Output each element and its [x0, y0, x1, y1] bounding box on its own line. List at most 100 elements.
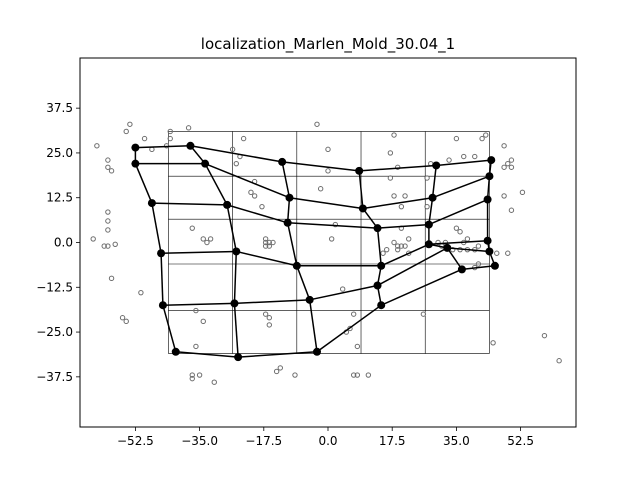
x-tick-label: −35.0 — [181, 434, 218, 448]
mesh-node — [373, 224, 382, 233]
mesh-edge — [162, 304, 177, 352]
scatter-point — [475, 261, 482, 267]
scatter-point — [259, 203, 265, 210]
mesh-edge — [362, 196, 433, 210]
scatter-point — [119, 315, 126, 321]
scatter-point — [105, 164, 111, 170]
scatter-point — [207, 236, 214, 242]
mesh-edge — [296, 265, 311, 301]
mesh-node — [131, 143, 140, 152]
scatter-point — [508, 157, 515, 163]
scatter-point — [472, 153, 478, 160]
scatter-point — [325, 146, 331, 153]
scatter-point — [266, 243, 273, 249]
mesh-node — [485, 172, 494, 181]
scatter-point — [508, 164, 515, 170]
scatter-point — [387, 150, 394, 156]
scatter-point — [387, 175, 394, 181]
mesh-edge — [190, 145, 283, 163]
scatter-point — [354, 372, 361, 378]
scatter-point — [328, 236, 335, 242]
mesh-node — [490, 261, 499, 270]
mesh-node — [158, 301, 167, 310]
scatter-point — [266, 322, 273, 328]
scatter-point — [262, 311, 269, 317]
scatter-point — [420, 311, 427, 317]
scatter-point — [262, 236, 269, 242]
scatter-point — [123, 318, 129, 325]
scatter-point — [105, 218, 111, 224]
scatter-point — [453, 225, 460, 231]
mesh-node — [377, 261, 386, 270]
mesh-node — [278, 157, 287, 166]
scatter-point — [138, 289, 144, 296]
scatter-point — [398, 203, 405, 210]
mesh-node — [483, 195, 492, 204]
x-tick-label: 17.5 — [379, 434, 406, 448]
mesh-node — [223, 200, 232, 209]
scatter-point — [424, 203, 430, 210]
mesh-node — [358, 204, 367, 213]
mesh-edge — [432, 175, 490, 199]
mesh-edge — [134, 163, 153, 204]
scatter-point — [541, 332, 548, 339]
mesh-node — [283, 218, 292, 227]
scatter-point — [189, 375, 195, 382]
mesh-edge — [436, 159, 492, 167]
mesh-node — [157, 249, 166, 258]
mesh-edge — [286, 197, 291, 223]
scatter-point — [446, 157, 452, 163]
scatter-point — [251, 193, 258, 199]
mesh-edge — [226, 204, 288, 224]
mesh-edge — [447, 247, 490, 253]
y-tick-label: −37.5 — [36, 370, 73, 384]
mesh-edge — [316, 304, 382, 353]
mesh-edge — [431, 165, 437, 198]
scatter-point — [127, 121, 133, 127]
mesh-edge — [175, 351, 239, 358]
scatter-point — [200, 318, 206, 325]
scatter-point — [141, 135, 148, 142]
mesh-node — [428, 193, 437, 202]
y-tick-label: 12.5 — [46, 191, 73, 205]
scatter-point — [505, 250, 511, 256]
mesh-edge — [160, 253, 164, 306]
scatter-point — [273, 368, 280, 375]
scatter-point — [193, 307, 199, 314]
mesh-node — [232, 247, 241, 256]
mesh-edge — [428, 239, 488, 246]
scatter-point — [167, 135, 173, 142]
mesh-edge — [151, 202, 162, 254]
scatter-point — [325, 168, 331, 174]
mesh-edge — [233, 251, 238, 304]
scatter-point — [90, 236, 96, 242]
mesh-node — [201, 159, 210, 168]
mesh-node — [230, 299, 239, 308]
scatter-point — [457, 229, 463, 235]
scatter-point — [435, 239, 441, 246]
mesh-node — [483, 236, 492, 245]
scatter-point — [292, 372, 298, 378]
scatter-point — [461, 153, 467, 160]
scatter-point — [211, 379, 217, 385]
mesh-edge — [281, 161, 291, 198]
mesh-edge — [234, 299, 310, 305]
mesh-node — [305, 295, 314, 304]
scatter-point — [248, 189, 254, 196]
mesh-edge — [380, 243, 430, 267]
scatter-point — [383, 246, 390, 253]
mesh-edge — [236, 250, 297, 267]
scatter-point — [123, 128, 129, 135]
scatter-point — [350, 311, 357, 317]
scatter-point — [196, 372, 203, 378]
mesh-edge — [380, 268, 463, 306]
mesh-node — [355, 166, 364, 175]
scatter-point — [185, 125, 192, 131]
mesh-edge — [377, 223, 429, 229]
scatter-point — [475, 243, 482, 249]
scatter-point — [505, 160, 511, 167]
scatter-point — [464, 236, 471, 242]
scatter-point — [479, 135, 485, 142]
y-axis-ticks: −37.5 −25.0 −12.5 0.0 12.5 25.0 37.5 — [36, 101, 80, 384]
